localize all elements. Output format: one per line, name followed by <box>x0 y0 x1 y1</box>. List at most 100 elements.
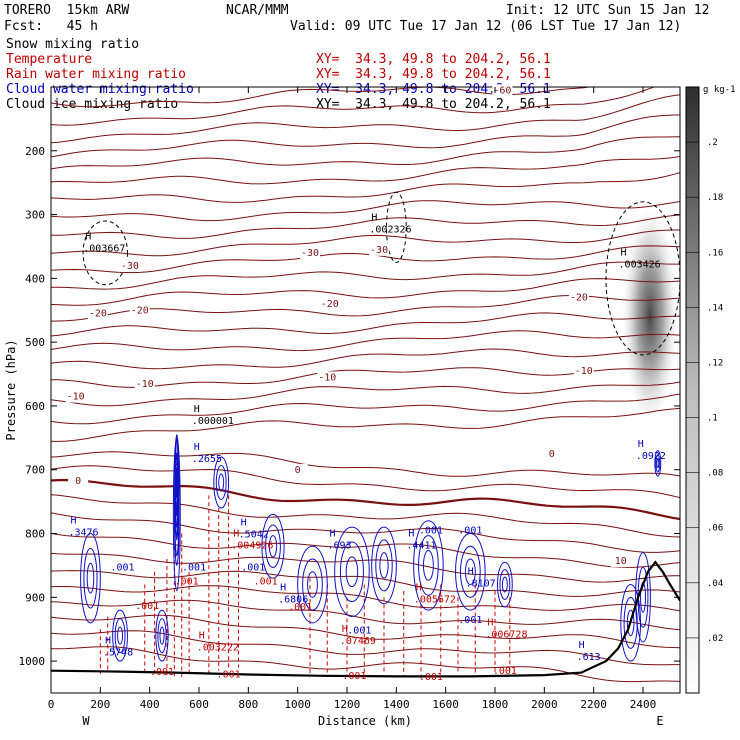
high-value: .0922 <box>636 451 666 462</box>
cloud-water-contour <box>80 533 101 624</box>
isotherm <box>51 214 680 239</box>
cloud-water-contour <box>86 562 95 594</box>
contour-value-label: .001 <box>254 577 278 588</box>
rain-water-contours <box>99 495 511 679</box>
high-value: .5748 <box>103 647 133 658</box>
snow-shading <box>622 195 678 415</box>
temperature-label: -10 <box>136 379 154 390</box>
high-marker: H <box>408 528 414 539</box>
x-axis-right-end: E <box>656 714 663 728</box>
cloud-water-contour <box>334 526 370 617</box>
temperature-label: -20 <box>131 305 149 316</box>
cloud-water-contour <box>501 576 508 593</box>
isotherm <box>51 512 680 553</box>
isotherm <box>51 200 680 222</box>
x-axis-left-end: W <box>82 714 90 728</box>
y-tick-label: 700 <box>25 464 45 477</box>
colorbar-tick-label: .2 <box>707 138 718 148</box>
isotherm <box>51 407 680 442</box>
x-tick-label: 2000 <box>531 698 558 711</box>
isotherm <box>51 94 680 144</box>
x-tick-label: 400 <box>140 698 160 711</box>
contour-label-bg <box>492 84 513 97</box>
y-tick-label: 500 <box>25 336 45 349</box>
temperature-label: 0 <box>75 476 81 487</box>
contour-value-label: .001 <box>182 563 206 574</box>
x-tick-label: 1200 <box>334 698 361 711</box>
high-marker: H <box>241 517 247 528</box>
colorbar-unit: g kg-1 <box>703 85 736 95</box>
temperature-label: 0 <box>295 465 301 476</box>
isotherm <box>51 136 680 170</box>
cloud-water-contour <box>175 437 179 528</box>
cloud-water-contour <box>265 524 281 569</box>
contour-value-label: .001 <box>342 671 366 682</box>
legend-row-snow: Snow mixing ratio <box>6 37 140 52</box>
contour-value-label: .001 <box>458 526 482 537</box>
contour-label-bg <box>134 377 155 390</box>
high-marker: H <box>329 528 335 539</box>
isotherm <box>51 87 592 108</box>
temperature-label: -20 <box>570 293 588 304</box>
cloud-water-contour <box>496 561 513 608</box>
isotherm <box>51 114 680 158</box>
cloud-water-contour <box>379 552 389 579</box>
high-marker: H <box>371 213 377 224</box>
x-tick-label: 1800 <box>482 698 509 711</box>
init-time: Init: 12 UTC Sun 15 Jan 12 <box>506 3 710 18</box>
x-tick-label: 2400 <box>630 698 657 711</box>
isotherm <box>51 330 680 352</box>
cloud-water-contour <box>268 535 278 558</box>
contour-value-label: .001 <box>288 602 312 613</box>
high-marker: H <box>85 232 91 243</box>
temperature-label: -30 <box>301 248 319 259</box>
legend-row-temperature: Temperature <box>6 52 93 67</box>
high-value: .005672 <box>414 595 456 606</box>
x-tick-label: 0 <box>48 698 55 711</box>
cloud-water-contour <box>157 618 167 654</box>
model-title: TORERO 15km ARW <box>4 3 130 18</box>
cloud-ice-contour <box>82 220 128 286</box>
isotherm <box>51 87 656 126</box>
isotherm <box>51 478 680 521</box>
isotherm <box>51 614 680 649</box>
isotherm <box>51 278 680 306</box>
valid-time: Valid: 09 UTC Tue 17 Jan 12 (06 LST Tue … <box>290 19 682 34</box>
y-tick-label: 200 <box>25 145 45 158</box>
contour-label-bg <box>300 247 320 260</box>
high-value: .2655 <box>192 454 222 465</box>
high-value: .3476 <box>68 528 98 539</box>
y-tick-label: 800 <box>25 528 45 541</box>
x-tick-label: 600 <box>189 698 209 711</box>
temperature-contours <box>51 87 680 683</box>
isotherm <box>51 599 680 631</box>
isotherm <box>51 393 680 425</box>
isotherm <box>51 312 680 337</box>
contour-value-label: .001 <box>419 526 443 537</box>
org-label: NCAR/MMM <box>226 3 289 18</box>
temperature-label: -20 <box>321 299 339 310</box>
cloud-water-contour <box>626 609 635 637</box>
isotherm <box>51 585 680 612</box>
cloud-water-contour <box>375 539 393 592</box>
cloud-water-contour <box>371 526 397 605</box>
contour-value-label: .001 <box>493 666 517 677</box>
temperature-label: -10 <box>575 366 593 377</box>
contour-label-bg <box>541 447 562 460</box>
contour-value-label: .001 <box>175 577 199 588</box>
contour-label-bg <box>317 371 338 384</box>
cloud-water-contour <box>114 618 126 654</box>
high-marker: H <box>70 516 76 527</box>
high-value: .4411 <box>406 540 436 551</box>
temperature-label: -10 <box>318 372 336 383</box>
high-marker: H <box>194 404 200 415</box>
colorbar-tick-label: .02 <box>707 634 723 644</box>
high-marker: H <box>638 439 644 450</box>
cloud-water-contour <box>155 609 169 662</box>
colorbar-tick-label: .14 <box>707 303 723 313</box>
contour-label-bg <box>568 291 589 304</box>
cloud-water-contour <box>215 464 227 501</box>
cloud-water-contour <box>175 467 178 498</box>
x-tick-label: 1000 <box>284 698 311 711</box>
